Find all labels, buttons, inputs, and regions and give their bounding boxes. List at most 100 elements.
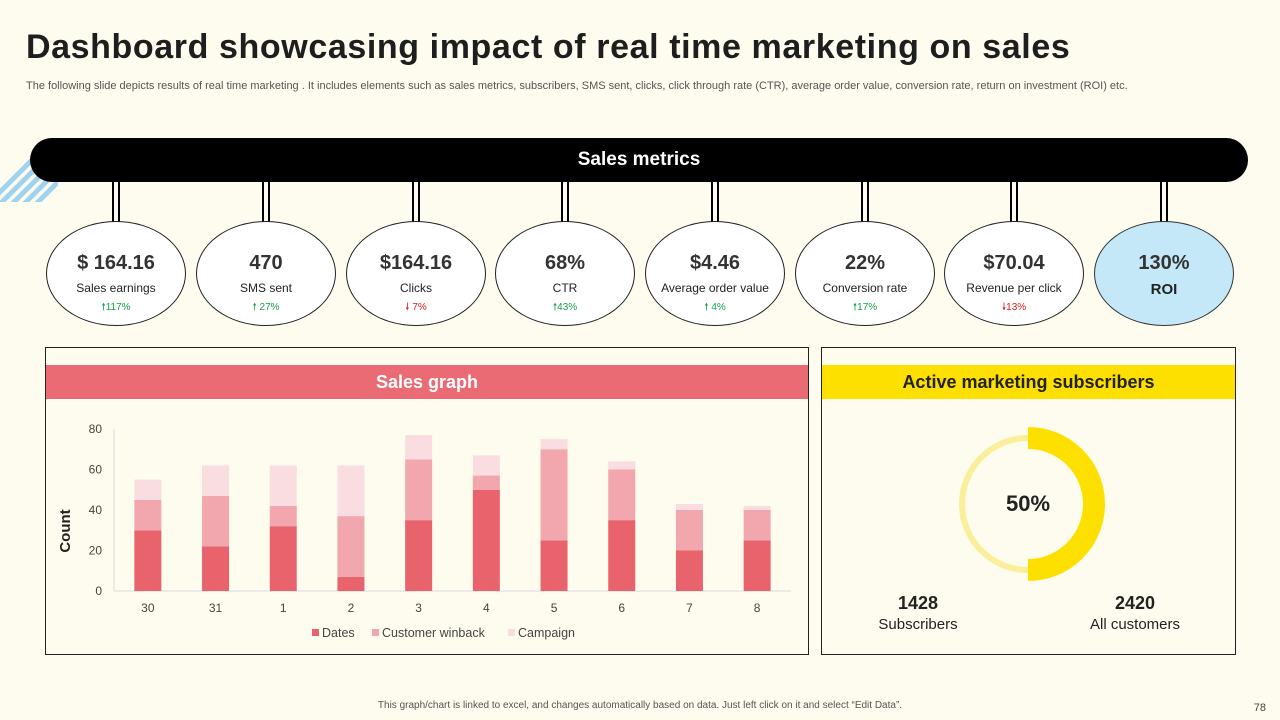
sales-metrics-title: Sales metrics (577, 149, 701, 170)
sales-metrics-header: Sales metrics (30, 138, 1248, 182)
subscribers-donut: 50% 1428 Subscribers 2420 All customers (878, 427, 1180, 633)
bar-campaign (675, 503, 703, 510)
arrow-up-icon: 🠕 (252, 302, 260, 313)
arrow-up-icon: 🠕 (552, 302, 558, 313)
bar-campaign (472, 455, 500, 476)
y-tick-label: 60 (89, 463, 103, 477)
subscribers-title: Active marketing subscribers (822, 365, 1235, 399)
connector (561, 182, 569, 222)
page-subtitle: The following slide depicts results of r… (26, 80, 1128, 92)
bar-customer-winback (540, 449, 568, 541)
metric-value: 22% (844, 252, 886, 274)
metric-value: $164.16 (379, 252, 453, 274)
metric-sms-sent: 470 SMS sent 🠕 27% (196, 221, 336, 326)
metric-label: Sales earnings (76, 281, 156, 295)
bar-dates (743, 540, 771, 591)
metric-change: 🠕 4% (704, 302, 726, 313)
legend-swatch (312, 629, 319, 636)
x-tick-label: 2 (348, 601, 355, 615)
metric-change: 🠕 27% (252, 302, 280, 313)
bar-dates (472, 489, 500, 591)
connector (1160, 182, 1168, 222)
bar-customer-winback (608, 469, 636, 521)
metric-label: CTR (552, 281, 578, 295)
legend-label: Campaign (518, 626, 575, 640)
x-tick-label: 5 (551, 601, 558, 615)
x-tick-label: 8 (754, 601, 761, 615)
metric-label: Revenue per click (966, 281, 1062, 295)
arrow-up-icon: 🠕 (852, 302, 858, 313)
connector (262, 182, 270, 222)
bar-dates (405, 520, 433, 591)
subscribers-label: Subscribers (878, 616, 957, 633)
metric-label: Average order value (661, 281, 769, 295)
bar-dates (337, 576, 365, 591)
donut-remaining-arc (959, 435, 1029, 573)
arrow-down-icon: 🠗 (405, 302, 413, 313)
metric-clicks: $164.16 Clicks 🠗 7% (346, 221, 486, 326)
metric-value: 68% (544, 252, 586, 274)
metric-change: 🠗 7% (405, 302, 427, 313)
connector (711, 182, 719, 222)
metric-roi: 130% ROI (1094, 221, 1234, 326)
metric-conversion-rate: 22% Conversion rate 🠕17% (795, 221, 935, 326)
y-tick-label: 40 (89, 503, 103, 517)
metric-value: $ 164.16 (77, 252, 155, 274)
x-tick-label: 30 (141, 601, 155, 615)
metric-change: 🠕117% (101, 302, 131, 313)
x-tick-label: 4 (483, 601, 490, 615)
bar-customer-winback (202, 495, 230, 547)
roi-label: ROI (1150, 281, 1178, 298)
bar-customer-winback (134, 499, 162, 531)
page-title: Dashboard showcasing impact of real time… (26, 28, 1071, 66)
bar-dates (134, 530, 162, 591)
legend-swatch (372, 629, 379, 636)
legend-label: Dates (322, 626, 355, 640)
metric-change: 🠕17% (852, 302, 878, 313)
bar-campaign (608, 461, 636, 470)
footer-note: This graph/chart is linked to excel, and… (377, 700, 903, 711)
arrow-down-icon: 🠗 (1001, 302, 1007, 313)
metric-sales-earnings: $ 164.16 Sales earnings 🠕117% (46, 221, 186, 326)
legend-label: Customer winback (382, 626, 486, 640)
connector (861, 182, 869, 222)
metric-value: $70.04 (983, 252, 1045, 274)
subscribers-panel: Active marketing subscribers 50% 1428 Su… (821, 347, 1236, 655)
metric-revenue-per-click: $70.04 Revenue per click 🠗13% (944, 221, 1084, 326)
page-number: 78 (1253, 702, 1266, 714)
sales-graph-panel: Sales graph Count 0 20 40 60 80 30 31 1 2 3 4 5 6 7 8… (45, 347, 809, 655)
bar-customer-winback (743, 510, 771, 541)
y-axis-label: Count (57, 509, 74, 552)
bar-dates (202, 546, 230, 591)
metric-change: 🠕43% (552, 302, 578, 313)
x-tick-label: 1 (280, 601, 287, 615)
bar-customer-winback (405, 459, 433, 521)
bar-campaign (743, 505, 771, 510)
sales-chart: Count 0 20 40 60 80 30 31 1 2 3 4 5 6 7 8 Dates Custom… (57, 422, 791, 640)
donut-percent-label: 50% (1006, 491, 1050, 516)
bar-campaign (540, 439, 568, 450)
bar-dates (675, 550, 703, 591)
metric-value: 470 (249, 252, 283, 274)
metric-ctr: 68% CTR 🠕43% (495, 221, 635, 326)
all-customers-label: All customers (1090, 616, 1180, 633)
bar-dates (608, 520, 636, 591)
all-customers-value: 2420 (1115, 593, 1155, 613)
metric-value: $4.46 (689, 252, 741, 274)
x-tick-label: 6 (618, 601, 625, 615)
x-tick-label: 31 (209, 601, 223, 615)
connector (1010, 182, 1018, 222)
x-tick-label: 3 (415, 601, 422, 615)
metric-change: 🠗13% (1001, 302, 1027, 313)
connector (412, 182, 420, 222)
metric-label: SMS sent (239, 281, 293, 295)
y-tick-label: 80 (89, 422, 103, 436)
bar-dates (540, 540, 568, 591)
bar-customer-winback (269, 505, 297, 527)
sales-graph-title: Sales graph (46, 365, 808, 399)
y-tick-label: 0 (95, 584, 102, 598)
x-tick-label: 7 (686, 601, 693, 615)
bar-customer-winback (472, 475, 500, 490)
connector (112, 182, 120, 222)
subscribers-value: 1428 (898, 593, 938, 613)
